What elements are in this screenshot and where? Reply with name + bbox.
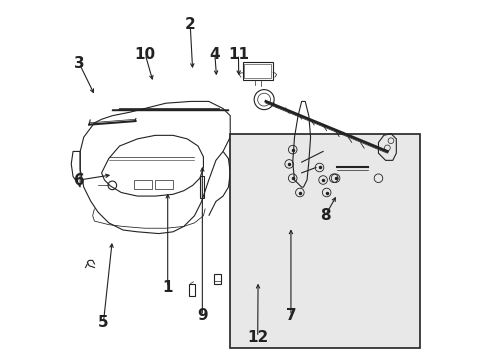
Text: 7: 7 [285,308,296,323]
Bar [242,62,272,80]
Text: 4: 4 [209,47,220,62]
Text: 6: 6 [74,172,84,188]
Bar [235,276,243,284]
Bar [230,134,419,348]
Bar [200,176,203,198]
Bar [214,274,221,284]
Text: 1: 1 [162,280,173,295]
Bar [134,180,151,189]
Text: 3: 3 [74,57,84,71]
Text: 5: 5 [98,315,108,330]
Text: 9: 9 [197,308,207,323]
Bar [155,180,173,189]
Text: 8: 8 [319,208,330,223]
Text: 2: 2 [184,17,195,32]
Text: 11: 11 [227,47,248,62]
Bar [244,64,271,78]
Text: 10: 10 [134,47,156,62]
Text: 12: 12 [246,330,268,345]
Bar [189,284,194,296]
